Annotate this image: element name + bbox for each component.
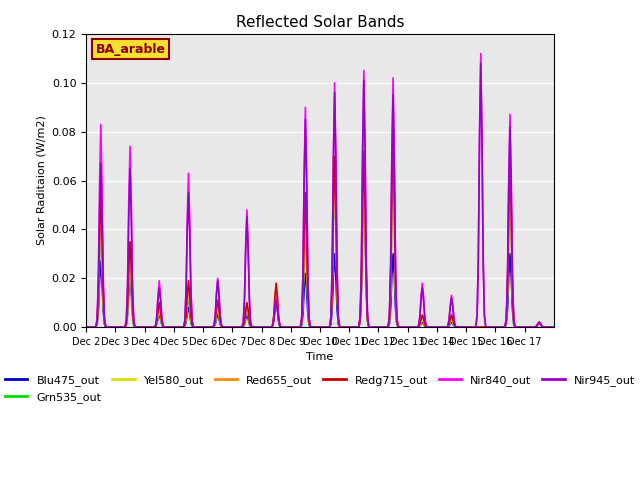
Nir945_out [548,324,556,330]
Line: Redg715_out: Redg715_out [86,132,552,327]
Red655_out [477,324,484,330]
Legend: Blu475_out, Grn535_out, Yel580_out, Red655_out, Redg715_out, Nir840_out, Nir945_: Blu475_out, Grn535_out, Yel580_out, Red6… [1,371,639,407]
Red655_out [416,322,424,327]
Blu475_out [113,324,120,330]
Redg715_out [486,324,494,330]
Red655_out [360,163,368,169]
Grn535_out [83,324,90,330]
Nir945_out [486,324,494,330]
Yel580_out [113,324,120,330]
Nir945_out [415,323,422,328]
Nir945_out [323,324,330,330]
Grn535_out [548,324,556,330]
Blu475_out [477,324,484,330]
Nir840_out [548,324,556,330]
Red655_out [548,324,556,330]
Nir840_out [98,181,106,187]
Line: Nir840_out: Nir840_out [86,53,552,327]
X-axis label: Time: Time [307,352,333,362]
Blu475_out [98,277,106,283]
Redg715_out [83,324,90,330]
Grn535_out [416,323,424,328]
Yel580_out [416,323,424,328]
Yel580_out [548,324,556,330]
Title: Reflected Solar Bands: Reflected Solar Bands [236,15,404,30]
Line: Blu475_out: Blu475_out [86,180,552,327]
Redg715_out [323,324,330,330]
Nir840_out [477,50,484,56]
Nir840_out [548,324,556,330]
Redg715_out [389,129,397,134]
Blu475_out [486,324,494,330]
Redg715_out [477,324,484,330]
Red655_out [113,324,120,330]
Nir840_out [415,323,422,328]
Grn535_out [98,255,106,261]
Redg715_out [548,324,556,330]
Line: Red655_out: Red655_out [86,166,552,327]
Redg715_out [548,324,556,330]
Yel580_out [548,324,556,330]
Redg715_out [98,229,106,235]
Yel580_out [486,324,494,330]
Grn535_out [548,324,556,330]
Line: Grn535_out: Grn535_out [86,176,552,327]
Y-axis label: Solar Raditaion (W/m2): Solar Raditaion (W/m2) [36,116,46,245]
Redg715_out [416,321,424,327]
Blu475_out [548,324,556,330]
Blu475_out [416,323,424,329]
Grn535_out [477,324,484,330]
Red655_out [98,241,106,247]
Red655_out [486,324,494,330]
Grn535_out [360,173,368,179]
Nir840_out [486,324,494,330]
Yel580_out [323,324,330,330]
Nir840_out [323,324,330,330]
Yel580_out [360,168,368,174]
Red655_out [323,324,330,330]
Red655_out [83,324,90,330]
Yel580_out [98,250,106,256]
Nir945_out [98,209,106,215]
Yel580_out [477,324,484,330]
Text: BA_arable: BA_arable [95,43,166,56]
Yel580_out [83,324,90,330]
Line: Nir945_out: Nir945_out [86,63,552,327]
Nir945_out [548,324,556,330]
Blu475_out [548,324,556,330]
Nir945_out [83,324,90,330]
Nir945_out [477,60,484,66]
Nir840_out [83,324,90,330]
Red655_out [548,324,556,330]
Blu475_out [83,324,90,330]
Blu475_out [323,324,330,330]
Redg715_out [113,324,120,330]
Nir840_out [433,324,441,330]
Nir945_out [113,324,120,330]
Line: Yel580_out: Yel580_out [86,171,552,327]
Nir840_out [113,324,120,330]
Blu475_out [360,178,368,183]
Nir945_out [433,324,441,330]
Grn535_out [113,324,120,330]
Grn535_out [323,324,330,330]
Grn535_out [486,324,494,330]
